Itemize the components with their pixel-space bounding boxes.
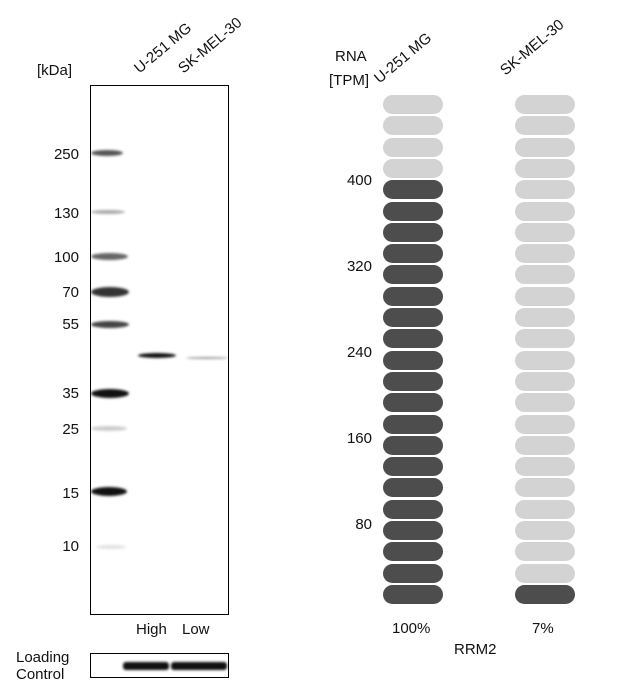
pill-empty <box>515 286 575 306</box>
loading-label-1: Loading <box>16 649 70 666</box>
pill-filled <box>383 350 443 370</box>
pill-filled <box>383 393 443 413</box>
pill-filled <box>383 542 443 562</box>
pill-empty <box>383 137 443 157</box>
marker-15: 15 <box>62 485 79 502</box>
pill-empty <box>383 95 443 114</box>
pill-filled <box>383 308 443 327</box>
pill-empty <box>515 137 575 157</box>
pill-filled <box>383 371 443 391</box>
sample-band-skmel30 <box>186 357 228 359</box>
sample-band-u251 <box>138 353 176 358</box>
pill-empty <box>515 265 575 285</box>
pill-filled <box>383 265 443 285</box>
ladder-band <box>91 287 129 297</box>
pill-filled <box>383 563 443 583</box>
marker-25: 25 <box>62 421 79 438</box>
marker-10: 10 <box>62 538 79 555</box>
loading-band <box>123 662 169 670</box>
pill-filled <box>383 414 443 434</box>
pill-empty <box>515 244 575 264</box>
ytick: 80 <box>355 516 372 533</box>
pill-empty <box>515 435 575 455</box>
pill-empty <box>515 95 575 114</box>
pill-empty <box>515 116 575 136</box>
marker-35: 35 <box>62 385 79 402</box>
pill-empty <box>515 350 575 370</box>
pill-empty <box>515 329 575 349</box>
tpm-label: [TPM] <box>329 72 369 89</box>
marker-250: 250 <box>53 146 79 163</box>
ladder-band <box>91 389 129 398</box>
ladder-band <box>91 253 128 260</box>
pill-filled <box>383 244 443 264</box>
pill-empty <box>515 180 575 200</box>
pill-empty <box>515 201 575 221</box>
loading-band <box>171 662 227 670</box>
pill-empty <box>515 414 575 434</box>
level-low: Low <box>182 621 210 638</box>
ytick: 320 <box>346 258 372 275</box>
pill-empty <box>515 521 575 540</box>
ladder-band <box>91 210 125 214</box>
loading-label-2: Control <box>16 666 65 682</box>
percent-skmel30: 7% <box>532 620 554 637</box>
ladder-band <box>91 426 127 431</box>
pill-empty <box>515 393 575 413</box>
pill-empty <box>515 158 575 178</box>
pill-empty <box>515 457 575 477</box>
marker-130: 130 <box>53 205 79 222</box>
western-blot-membrane <box>90 85 229 615</box>
ladder-band <box>91 150 123 156</box>
marker-70: 70 <box>62 284 79 301</box>
pill-empty <box>515 308 575 327</box>
ladder-band <box>91 321 129 328</box>
pill-empty <box>515 222 575 242</box>
ladder-band <box>96 545 126 549</box>
rna-col-label-skmel30: SK-MEL-30 <box>497 16 568 79</box>
pill-filled <box>383 435 443 455</box>
pill-filled <box>383 180 443 200</box>
pill-empty <box>515 563 575 583</box>
pill-filled <box>383 457 443 477</box>
level-high: High <box>136 621 167 638</box>
pill-filled <box>383 286 443 306</box>
pill-empty <box>383 158 443 178</box>
pill-filled <box>383 222 443 242</box>
loading-control-blot <box>90 653 229 678</box>
pill-empty <box>383 116 443 136</box>
pill-filled <box>383 329 443 349</box>
rna-label: RNA <box>335 48 367 65</box>
ytick: 160 <box>346 430 372 447</box>
pill-filled <box>383 499 443 519</box>
rna-col-label-u251: U-251 MG <box>371 29 436 87</box>
pill-empty <box>515 542 575 562</box>
percent-u251: 100% <box>392 620 431 637</box>
pill-empty <box>515 371 575 391</box>
ladder-band <box>91 487 127 496</box>
pill-empty <box>515 478 575 498</box>
kda-label: [kDa] <box>37 62 73 79</box>
marker-100: 100 <box>53 249 79 266</box>
pill-empty <box>515 499 575 519</box>
pill-filled <box>383 201 443 221</box>
pill-filled <box>383 521 443 540</box>
pill-filled <box>383 584 443 604</box>
ytick: 240 <box>346 344 372 361</box>
pill-filled <box>515 584 575 604</box>
pill-filled <box>383 478 443 498</box>
marker-55: 55 <box>62 316 79 333</box>
ytick: 400 <box>346 172 372 189</box>
gene-name: RRM2 <box>454 641 497 658</box>
